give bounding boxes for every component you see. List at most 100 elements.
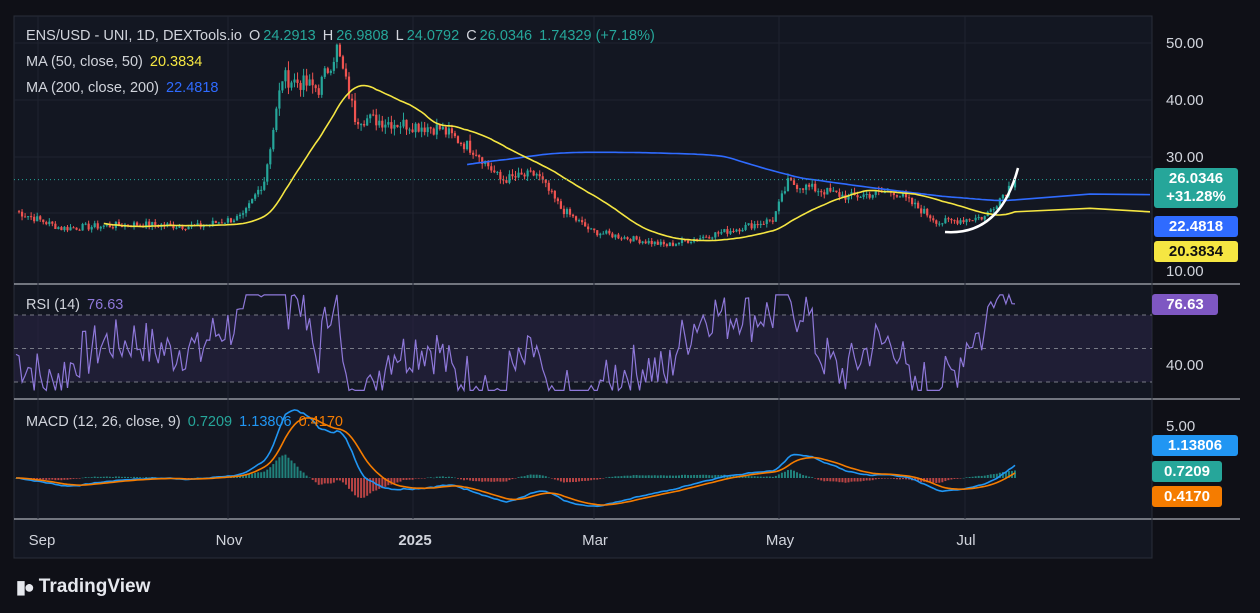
macd-hist-bar bbox=[390, 478, 393, 485]
candle-body bbox=[335, 44, 338, 62]
candle-body bbox=[341, 56, 345, 69]
candle-body bbox=[823, 192, 826, 195]
candle-body bbox=[269, 149, 272, 165]
tradingview-logo[interactable]: ▮● TradingView bbox=[16, 576, 151, 597]
candle-body bbox=[541, 176, 544, 180]
candle-body bbox=[450, 128, 454, 134]
candle-body bbox=[30, 216, 33, 218]
candle-body bbox=[17, 211, 21, 213]
candle-body bbox=[717, 232, 720, 234]
macd-hist-bar bbox=[48, 478, 51, 480]
candle-body bbox=[917, 202, 920, 209]
macd-hist-bar bbox=[78, 478, 81, 479]
macd-hist-bar bbox=[487, 478, 490, 482]
macd-hist-bar bbox=[844, 478, 847, 483]
macd-hist-bar bbox=[905, 478, 908, 480]
macd-hist-bar bbox=[687, 475, 690, 478]
candle-body bbox=[263, 181, 266, 190]
candle-body bbox=[226, 218, 230, 223]
candle-body bbox=[320, 76, 323, 95]
macd-hist-bar bbox=[354, 478, 357, 496]
macd-hist-bar bbox=[472, 478, 475, 482]
macd-hist-bar bbox=[759, 476, 762, 478]
macd-hist-bar bbox=[605, 477, 608, 478]
macd-hist-bar bbox=[469, 478, 472, 481]
macd-hist-bar bbox=[320, 478, 323, 485]
macd-hist-bar bbox=[856, 478, 859, 482]
candle-body bbox=[296, 79, 299, 83]
macd-hist-bar bbox=[617, 476, 620, 478]
candle-body bbox=[27, 216, 30, 218]
ma50-value: 20.3834 bbox=[149, 54, 203, 70]
macd-hist-bar bbox=[311, 478, 314, 480]
candle-body bbox=[638, 239, 641, 244]
macd-hist-bar bbox=[614, 476, 617, 478]
candle-body bbox=[744, 224, 747, 230]
candle-body bbox=[511, 174, 514, 177]
macd-hist-bar bbox=[977, 475, 980, 478]
candle-body bbox=[944, 218, 947, 224]
macd-hist-bar bbox=[850, 478, 853, 482]
macd-hist-bar bbox=[671, 475, 674, 478]
price-tick-label: 30.00 bbox=[1166, 149, 1204, 166]
candle-body bbox=[508, 174, 511, 183]
candle-body bbox=[989, 209, 992, 212]
candle-body bbox=[78, 229, 81, 231]
macd-hist-bar bbox=[962, 477, 965, 479]
candle-body bbox=[72, 227, 75, 229]
candle-body bbox=[151, 222, 154, 227]
macd-hist-bar bbox=[502, 478, 505, 482]
candle-body bbox=[626, 237, 629, 240]
candle-body bbox=[196, 223, 199, 226]
macd-hist-bar bbox=[239, 476, 242, 478]
candle-body bbox=[432, 128, 435, 135]
candle-body bbox=[814, 183, 817, 192]
macd-hist-bar bbox=[602, 478, 605, 479]
candle-body bbox=[535, 174, 538, 176]
candle-body bbox=[577, 220, 581, 222]
candle-body bbox=[705, 236, 708, 238]
candle-body bbox=[220, 222, 223, 224]
candle-body bbox=[1013, 179, 1017, 188]
macd-hist-bar bbox=[429, 477, 432, 478]
macd-hist-bar bbox=[475, 478, 478, 482]
macd-hist-bar bbox=[799, 473, 802, 478]
candle-body bbox=[801, 188, 805, 190]
candle-body bbox=[311, 79, 314, 86]
macd-hist-bar bbox=[266, 469, 269, 478]
candle-body bbox=[387, 122, 390, 125]
macd-hist-bar bbox=[965, 477, 968, 478]
macd-hist-bar bbox=[608, 476, 611, 478]
macd-hist-bar bbox=[971, 476, 974, 478]
macd-hist-bar bbox=[523, 476, 526, 478]
candle-body bbox=[765, 219, 768, 224]
macd-hist-bar bbox=[653, 475, 656, 478]
candle-body bbox=[223, 222, 226, 224]
candle-body bbox=[514, 176, 517, 178]
macd-hist-bar bbox=[547, 477, 550, 479]
macd-hist-bar bbox=[120, 476, 123, 478]
candle-body bbox=[390, 122, 393, 129]
candle-body bbox=[148, 221, 151, 227]
candle-body bbox=[850, 192, 853, 195]
macd-hist-bar bbox=[275, 460, 278, 478]
candle-body bbox=[36, 216, 39, 222]
macd-hist-bar bbox=[520, 476, 523, 478]
macd-hist-bar bbox=[868, 478, 871, 481]
candle-body bbox=[832, 190, 835, 192]
macd-hist-bar bbox=[620, 476, 623, 478]
time-tick-label: Mar bbox=[582, 532, 608, 549]
candle-body bbox=[96, 223, 99, 229]
candle-body bbox=[895, 195, 899, 197]
macd-hist-bar bbox=[796, 472, 799, 478]
macd-hist-bar bbox=[847, 478, 850, 483]
macd-hist-bar bbox=[714, 474, 717, 478]
candle-body bbox=[81, 224, 84, 231]
candle-body bbox=[462, 143, 466, 150]
macd-hist-bar bbox=[693, 474, 696, 478]
candle-body bbox=[33, 216, 36, 222]
macd-hist-bar bbox=[269, 467, 272, 478]
candle-body bbox=[762, 223, 765, 225]
candle-body bbox=[904, 193, 908, 198]
macd-hist-bar bbox=[556, 478, 559, 481]
